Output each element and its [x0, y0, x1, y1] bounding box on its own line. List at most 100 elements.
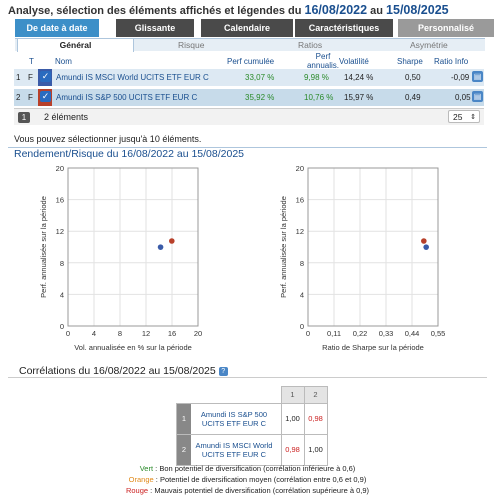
subtab-general[interactable]: Général	[17, 38, 134, 52]
correlations-title-text: Corrélations du 16/08/2022 au 15/08/2025	[19, 365, 216, 377]
page-title: Analyse, sélection des éléments affichés…	[8, 3, 449, 17]
scatter-point	[423, 244, 429, 250]
corr-value: 1,00	[280, 402, 305, 435]
y-tick-label: 0	[300, 322, 304, 331]
col-header-perf-cumulee[interactable]: Perf cumulée	[227, 57, 275, 66]
corr-value: 0,98	[303, 402, 328, 435]
y-tick-label: 4	[60, 290, 64, 299]
selection-hint: Vous pouvez sélectionner jusqu'à 10 élém…	[14, 134, 202, 144]
y-tick-label: 0	[60, 322, 64, 331]
sharpe: 0,50	[405, 73, 421, 82]
ratio-info: -0,09	[451, 73, 470, 82]
corr-row-label: 2 Amundi IS MSCI World UCITS ETF EUR C	[176, 433, 282, 466]
updown-icon: ⇕	[470, 114, 476, 121]
ratio-info: 0,05	[455, 93, 471, 102]
perf-annualisee: 10,76 %	[304, 93, 334, 102]
corr-row-index: 2	[177, 434, 191, 465]
correlation-matrix: 1 2 1 Amundi IS S&P 500 UCITS ETF EUR C 1…	[176, 386, 328, 466]
row-checkbox[interactable]: ✓	[40, 91, 51, 102]
legend-label: Rouge	[125, 486, 149, 495]
col-header-volatilite[interactable]: Volatilité	[339, 57, 369, 66]
volatilite: 15,97 %	[344, 93, 374, 102]
tab-personnalise[interactable]: Personnalisé	[398, 19, 494, 37]
col-index-header: 2	[303, 386, 328, 404]
subtab-asymetrie[interactable]: Asymétrie	[410, 40, 448, 50]
scatter-chart-sharpe: 0 0,11 0,22 0,33 0,44 0,55 0 4 8 12 16 20 Ratio de S…	[279, 164, 446, 352]
tab-calendaire[interactable]: Calendaire	[201, 19, 293, 37]
corner-cell	[177, 387, 282, 404]
x-tick-label: 8	[118, 329, 122, 338]
perf-annualisee: 9,98 %	[304, 73, 329, 82]
corr-value: 0,98	[280, 433, 305, 466]
x-tick-label: 4	[92, 329, 96, 338]
help-icon[interactable]: ?	[218, 366, 228, 376]
legend-text: : Bon potentiel de diversification (corr…	[153, 464, 356, 473]
scatter-point	[421, 238, 427, 244]
volatilite: 14,24 %	[344, 73, 374, 82]
y-axis-label: Perf. annualisée sur la période	[39, 196, 48, 298]
perf-cumulee: 35,92 %	[245, 93, 275, 102]
row-checkbox[interactable]: ✓	[40, 71, 51, 82]
trash-icon[interactable]: ▤	[472, 91, 483, 102]
x-tick-label: 0	[66, 329, 70, 338]
col-header-ratio-info[interactable]: Ratio Info	[434, 57, 469, 66]
table-row[interactable]: 1 F ✓ Amundi IS MSCI World UCITS ETF EUR…	[14, 69, 484, 86]
page-button[interactable]: 1	[18, 112, 30, 123]
x-axis-label: Ratio de Sharpe sur la période	[322, 343, 424, 352]
y-tick-label: 16	[296, 196, 304, 205]
corr-fund-name[interactable]: Amundi IS S&P 500 UCITS ETF EUR C	[200, 409, 268, 428]
legend-label: Vert	[139, 464, 154, 473]
x-tick-label: 0,33	[379, 329, 394, 338]
plot-area	[67, 167, 199, 327]
col-index-header: 1	[280, 386, 305, 404]
tab-caracteristiques[interactable]: Caractéristiques	[295, 19, 393, 37]
perf-cumulee: 33,07 %	[245, 73, 275, 82]
x-tick-label: 0,11	[327, 329, 341, 338]
col-header-sharpe[interactable]: Sharpe	[397, 57, 423, 66]
sub-tabs: Général Risque Ratios Asymétrie	[15, 38, 485, 52]
x-tick-label: 0,55	[431, 329, 446, 338]
correlations-title: Corrélations du 16/08/2022 au 15/08/2025…	[19, 365, 228, 377]
plot-area	[307, 167, 439, 327]
plot-border	[307, 167, 439, 327]
y-tick-label: 16	[56, 196, 64, 205]
y-tick-label: 12	[56, 227, 64, 236]
y-axis-label: Perf. annualisée sur la période	[279, 196, 288, 298]
scatter-point	[157, 244, 164, 250]
y-tick-label: 8	[60, 259, 64, 268]
title-date-to: 15/08/2025	[386, 3, 449, 17]
title-prefix: Analyse, sélection des éléments affichés…	[8, 5, 302, 17]
subtab-risque[interactable]: Risque	[178, 40, 205, 50]
col-header-perf-annualisee-line2: annualis.	[306, 61, 340, 70]
row-index: 1	[16, 73, 21, 82]
corr-fund-name[interactable]: Amundi IS MSCI World UCITS ETF EUR C	[195, 440, 273, 459]
col-header-perf-annualisee[interactable]: Perf annualis.	[303, 52, 343, 70]
row-type: F	[28, 73, 33, 82]
trash-icon[interactable]: ▤	[472, 71, 483, 82]
tab-date-a-date[interactable]: De date à date	[15, 19, 99, 37]
col-header-perf-annualisee-line1: Perf	[315, 52, 331, 61]
item-count: 2 éléments	[44, 112, 89, 122]
fund-name-link[interactable]: Amundi IS S&P 500 UCITS ETF EUR C	[56, 93, 198, 102]
title-mid: au	[370, 5, 383, 17]
col-header-nom[interactable]: Nom	[55, 57, 72, 66]
legend-text: : Mauvais potentiel de diversification (…	[148, 486, 370, 495]
x-tick-label: 0,44	[405, 329, 420, 338]
plot-border	[67, 167, 199, 327]
scatter-section	[8, 147, 487, 360]
divider	[8, 377, 487, 378]
table-row[interactable]: 2 F ✓ Amundi IS S&P 500 UCITS ETF EUR C …	[14, 89, 484, 106]
subtab-ratios[interactable]: Ratios	[298, 40, 323, 50]
legend-line-orange: Orange : Potentiel de diversification mo…	[0, 475, 495, 484]
corr-row-index: 1	[177, 403, 191, 434]
corr-row-label: 1 Amundi IS S&P 500 UCITS ETF EUR C	[176, 402, 282, 435]
scatter-point	[169, 238, 175, 244]
x-tick-label: 12	[142, 329, 150, 338]
tab-glissante[interactable]: Glissante	[116, 19, 194, 37]
fund-name-link[interactable]: Amundi IS MSCI World UCITS ETF EUR C	[56, 73, 209, 82]
per-page-select[interactable]: 25 ⇕	[448, 110, 480, 123]
col-header-type: T	[29, 57, 34, 66]
y-tick-label: 12	[296, 227, 304, 236]
y-tick-label: 20	[56, 164, 64, 173]
